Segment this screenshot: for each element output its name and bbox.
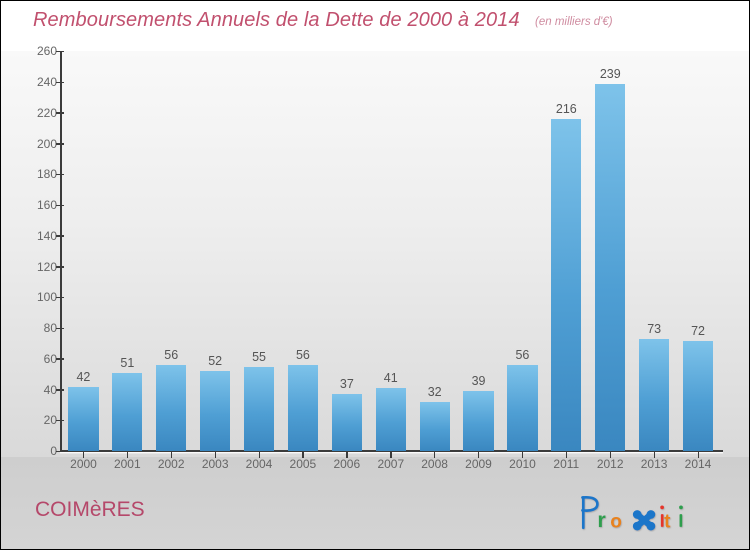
svg-text:r: r	[597, 507, 606, 532]
svg-text:o: o	[610, 512, 622, 532]
svg-text:t: t	[664, 511, 671, 532]
